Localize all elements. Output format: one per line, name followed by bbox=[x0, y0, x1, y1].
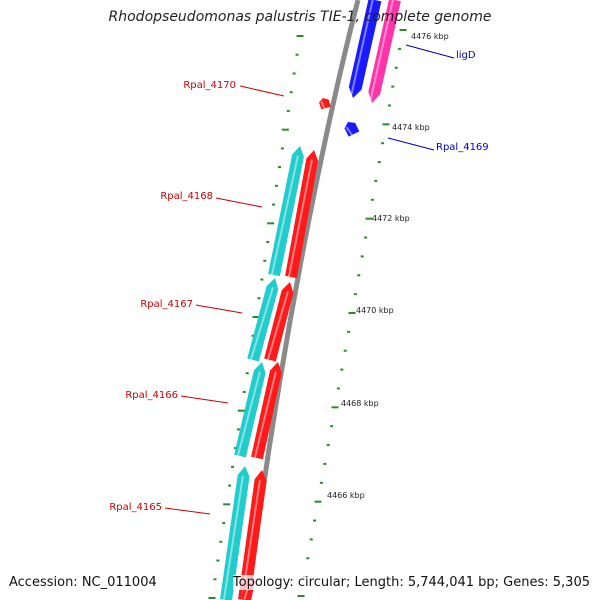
ligD-cds-body bbox=[368, 0, 401, 103]
Rpal_4166-cds-body bbox=[234, 362, 266, 458]
kbp-label: 4466 kbp bbox=[327, 491, 365, 500]
gene-label: Rpal_4168 bbox=[160, 191, 213, 202]
Rpal_4168-gene-body bbox=[285, 150, 319, 279]
Rpal_4167-gene-highlight bbox=[267, 291, 289, 360]
Rpal_4170-gene-highlight bbox=[320, 101, 326, 109]
gene-label: ligD bbox=[456, 50, 476, 61]
Rpal_4165-cds bbox=[220, 466, 250, 600]
Rpal_4166-gene-highlight bbox=[253, 371, 277, 458]
Rpal_4168-gene-highlight bbox=[287, 159, 313, 277]
Rpal_4166-gene-body bbox=[251, 362, 282, 460]
Rpal_4165-cds-body bbox=[220, 466, 250, 600]
gene-label: Rpal_4169 bbox=[436, 142, 489, 153]
topology-text: Topology: circular; Length: 5,744,041 bp… bbox=[232, 575, 590, 590]
Rpal_4167-cds-highlight bbox=[250, 287, 274, 360]
Rpal_4166-cds bbox=[234, 362, 266, 458]
Rpal_4165-gene-body bbox=[238, 470, 267, 600]
Rpal_4169-gene-body bbox=[344, 122, 360, 137]
ligD-cds-highlight bbox=[368, 0, 394, 103]
gene-features bbox=[220, 0, 401, 600]
kbp-labels: 4476 kbp 4474 kbp 4472 kbp 4470 kbp 4468 kbp… bbox=[327, 32, 449, 500]
Rpal_4165-cds-highlight bbox=[222, 475, 244, 600]
ligD-gene bbox=[348, 0, 382, 98]
Rpal_4166-cds-highlight bbox=[236, 371, 261, 456]
kbp-label: 4476 kbp bbox=[411, 32, 449, 41]
Rpal_4167-cds-body bbox=[247, 278, 279, 362]
Rpal_4167-gene-body bbox=[264, 282, 294, 362]
Rpal_4168-cds bbox=[268, 146, 304, 277]
kbp-label: 4472 kbp bbox=[372, 214, 410, 223]
Rpal_4167-cds bbox=[247, 278, 279, 362]
kbp-label: 4474 kbp bbox=[392, 123, 430, 132]
genome-title: Rhodopseudomonas palustris TIE-1, comple… bbox=[108, 9, 492, 25]
kbp-label: 4470 kbp bbox=[356, 306, 394, 315]
Rpal_4170-gene bbox=[319, 98, 331, 110]
gene-leader-line bbox=[180, 395, 229, 404]
gene-leader-line bbox=[164, 507, 211, 515]
Rpal_4168-cds-highlight bbox=[270, 155, 299, 275]
gene-label: Rpal_4167 bbox=[140, 299, 193, 310]
gene-leader-line bbox=[405, 44, 455, 59]
gene-label: Rpal_4166 bbox=[125, 390, 178, 401]
Rpal_4166-gene bbox=[251, 362, 282, 460]
ligD-gene-highlight bbox=[349, 0, 374, 98]
ligD-gene-body bbox=[348, 0, 382, 98]
ligD-cds bbox=[368, 0, 401, 103]
Rpal_4168-cds-body bbox=[268, 146, 304, 277]
Rpal_4169-gene bbox=[344, 122, 360, 137]
gene-leader-line bbox=[215, 197, 263, 208]
gene-labels: ligD Rpal_4170 Rpal_4169 Rpal_4168 Rpal_4167… bbox=[109, 44, 489, 515]
accession-text: Accession: NC_011004 bbox=[9, 575, 157, 590]
gene-leader-line bbox=[387, 137, 435, 151]
kbp-label: 4468 kbp bbox=[341, 399, 379, 408]
Rpal_4169-gene-highlight bbox=[345, 126, 353, 136]
Rpal_4167-gene bbox=[264, 282, 294, 362]
gene-label: Rpal_4165 bbox=[109, 502, 162, 513]
Rpal_4168-gene bbox=[285, 150, 319, 279]
gene-label: Rpal_4170 bbox=[183, 80, 236, 91]
Rpal_4170-gene-body bbox=[319, 98, 331, 110]
gene-leader-line bbox=[195, 304, 243, 314]
gene-leader-line bbox=[239, 85, 285, 97]
